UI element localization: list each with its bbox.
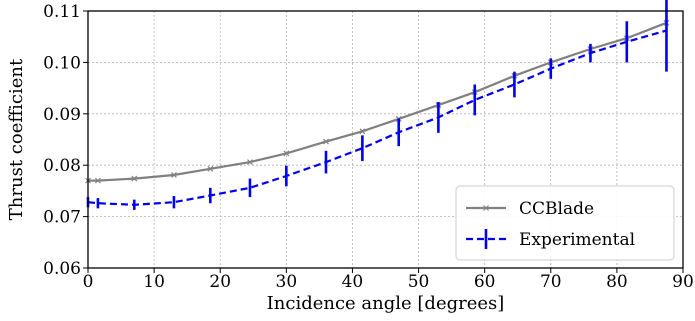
x-axis-label: Incidence angle [degrees] bbox=[267, 293, 505, 314]
y-tick-label: 0.10 bbox=[43, 53, 81, 73]
legend: CCBlade Experimental bbox=[455, 185, 675, 261]
legend-label-experimental: Experimental bbox=[519, 230, 635, 250]
ccblade-point bbox=[131, 175, 138, 182]
legend-marker-ccblade bbox=[483, 205, 489, 211]
legend-box bbox=[455, 185, 675, 261]
legend-label-ccblade: CCBlade bbox=[519, 199, 594, 219]
x-tick-label: 70 bbox=[540, 272, 562, 292]
y-tick-label: 0.08 bbox=[43, 156, 81, 176]
ccblade-point bbox=[359, 128, 366, 135]
x-tick-label: 20 bbox=[209, 272, 231, 292]
x-tick-label: 40 bbox=[342, 272, 364, 292]
ccblade-point bbox=[323, 138, 329, 145]
x-tick-label: 50 bbox=[408, 272, 430, 292]
y-axis-label: Thrust coefficient bbox=[6, 58, 27, 220]
x-tick-label: 30 bbox=[276, 272, 298, 292]
x-tick-label: 10 bbox=[143, 272, 165, 292]
ccblade-point bbox=[247, 159, 253, 166]
x-tick-label: 80 bbox=[606, 272, 628, 292]
x-tick-label: 90 bbox=[672, 272, 694, 292]
y-tick-label: 0.09 bbox=[43, 105, 81, 125]
y-tick-label: 0.11 bbox=[43, 2, 81, 22]
ccblade-point bbox=[207, 165, 214, 172]
ccblade-point bbox=[283, 150, 290, 157]
series-line-ccblade bbox=[88, 21, 667, 182]
x-tick-label: 60 bbox=[474, 272, 496, 292]
ccblade-point bbox=[171, 172, 177, 178]
x-tick-label: 0 bbox=[83, 272, 94, 292]
plot-frame bbox=[87, 10, 684, 269]
y-tick-label: 0.06 bbox=[43, 259, 81, 279]
y-tick-label: 0.07 bbox=[43, 208, 81, 228]
series-layer bbox=[85, 0, 670, 210]
ccblade-point bbox=[94, 177, 101, 184]
ticks: 0 10 20 30 40 50 60 70 80 90 0.06 0.07 0.08 0.09 0.10 0… bbox=[43, 2, 694, 292]
series-line-experimental bbox=[87, 29, 667, 206]
